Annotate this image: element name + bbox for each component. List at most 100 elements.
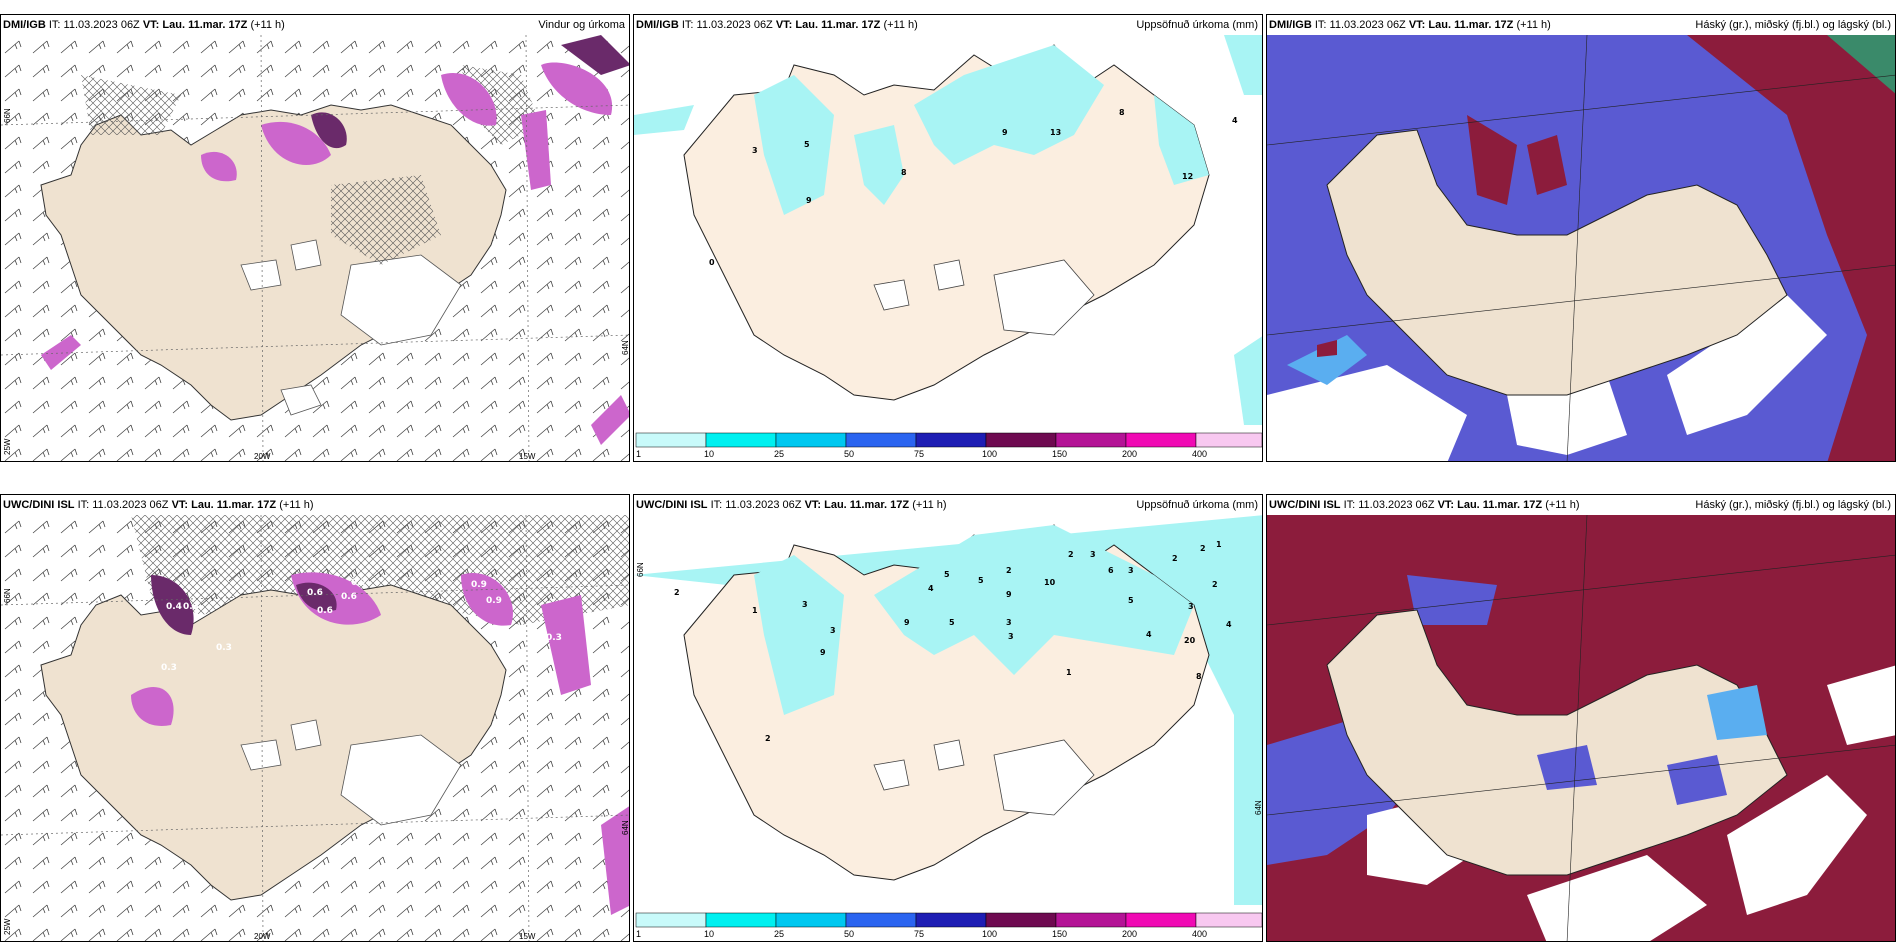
panel-title-bar: DMI/IGB IT: 11.03.2023 06Z VT: Lau. 11.m… xyxy=(1267,15,1895,35)
map-canvas xyxy=(1267,35,1895,461)
value-label: 5 xyxy=(949,618,955,627)
model-name: UWC/DINI ISL xyxy=(3,499,75,511)
lat-label-2: 64N xyxy=(621,820,630,835)
value-label: 4 xyxy=(928,584,934,593)
model-name: DMI/IGB xyxy=(3,19,46,31)
value-label: 1 xyxy=(752,606,758,615)
lon-label-15w: 15W xyxy=(519,932,536,941)
value-label: 0.6 xyxy=(341,592,357,602)
lon-label-15w: 15W xyxy=(519,452,536,461)
colorbar-label: 25 xyxy=(774,929,785,939)
value-label: 5 xyxy=(804,140,810,149)
lat-label: 66N xyxy=(636,562,645,577)
model-name: DMI/IGB xyxy=(1269,19,1312,31)
colorbar-label: 150 xyxy=(1052,929,1068,939)
colorbar-label: 75 xyxy=(914,449,925,459)
value-label: 0.3 xyxy=(216,643,232,653)
map-panel-accum-precip-dmi: DMI/IGB IT: 11.03.2023 06Z VT: Lau. 11.m… xyxy=(633,14,1263,462)
colorbar-label: 400 xyxy=(1192,929,1208,939)
panel-title-bar: UWC/DINI ISL IT: 11.03.2023 06Z VT: Lau.… xyxy=(634,495,1262,515)
lat-label-2: 64N xyxy=(621,340,630,355)
value-label: 0.4 xyxy=(166,602,182,612)
colorbar-swatches xyxy=(635,912,1262,928)
value-label: 12 xyxy=(1182,172,1193,181)
value-label: 9 xyxy=(806,196,812,205)
value-label: 9 xyxy=(1002,128,1008,137)
colorbar-label: 200 xyxy=(1122,449,1138,459)
lon-label-20w: 20W xyxy=(254,452,271,461)
value-label: 0.3 xyxy=(183,602,199,612)
map-canvas xyxy=(1267,515,1895,941)
panel-title-bar: DMI/IGB IT: 11.03.2023 06Z VT: Lau. 11.m… xyxy=(1,15,629,35)
value-label: 5 xyxy=(944,570,950,579)
model-name: UWC/DINI ISL xyxy=(1269,499,1341,511)
map-panel-clouds-dmi: DMI/IGB IT: 11.03.2023 06Z VT: Lau. 11.m… xyxy=(1266,14,1896,462)
value-label: 3 xyxy=(1006,618,1012,627)
colorbar: 1 10 25 50 75 100 150 200 400 xyxy=(634,911,1262,941)
value-label: 5 xyxy=(978,576,984,585)
value-label: 4 xyxy=(1146,630,1152,639)
value-label: 2 xyxy=(1006,566,1012,575)
panel-subtitle: Háský (gr.), miðský (fj.bl.) og lágský (… xyxy=(1695,19,1891,31)
value-label: 2 xyxy=(1200,544,1206,553)
value-label: 0.3 xyxy=(546,633,562,643)
map-canvas: 3 5 9 8 9 13 8 4 12 0 xyxy=(634,35,1262,425)
map-canvas xyxy=(1,35,629,461)
colorbar-label: 10 xyxy=(704,449,715,459)
value-label: 0 xyxy=(709,258,715,267)
value-label: 10 xyxy=(1044,578,1056,587)
map-canvas: 0.4 0.3 0.3 0.6 0.6 0.6 0.7 0.9 0.9 0.3 … xyxy=(1,515,629,941)
value-label: 1 xyxy=(1216,540,1222,549)
panel-subtitle: Uppsöfnuð úrkoma (mm) xyxy=(1136,19,1258,31)
value-label: 0.6 xyxy=(307,588,323,598)
value-label: 0.6 xyxy=(317,606,333,616)
lon-label-left: 25W xyxy=(3,918,12,935)
value-label: 3 xyxy=(1128,566,1134,575)
value-label: 1 xyxy=(1066,668,1072,677)
colorbar-label: 1 xyxy=(636,929,642,939)
lon-label-20w: 20W xyxy=(254,932,271,941)
map-canvas: 2 3 1 9 4 5 5 9 2 10 2 3 6 3 2 2 1 9 5 3… xyxy=(634,515,1262,905)
value-label: 0.7 xyxy=(351,578,367,588)
colorbar-swatches xyxy=(635,432,1262,448)
model-name: UWC/DINI ISL xyxy=(636,499,708,511)
colorbar: 1 10 25 50 75 100 150 200 400 xyxy=(634,431,1262,461)
map-panel-accum-precip-uwc: UWC/DINI ISL IT: 11.03.2023 06Z VT: Lau.… xyxy=(633,494,1263,942)
value-label: 2 xyxy=(1172,554,1178,563)
value-label: 20 xyxy=(1184,636,1196,645)
panel-subtitle: Uppsöfnuð úrkoma (mm) xyxy=(1136,499,1258,511)
colorbar-label: 50 xyxy=(844,929,855,939)
value-label: 8 xyxy=(901,168,907,177)
value-label: 2 xyxy=(1212,580,1218,589)
panel-title-bar: UWC/DINI ISL IT: 11.03.2023 06Z VT: Lau.… xyxy=(1,495,629,515)
value-label: 8 xyxy=(1196,672,1202,681)
model-name: DMI/IGB xyxy=(636,19,679,31)
colorbar-label: 1 xyxy=(636,449,642,459)
lat-label: 66N xyxy=(3,588,12,603)
value-label: 6 xyxy=(1108,566,1114,575)
value-label: 0.3 xyxy=(161,663,177,673)
value-label: 9 xyxy=(1006,590,1012,599)
value-label: 3 xyxy=(752,146,758,155)
value-label: 3 xyxy=(1008,632,1014,641)
colorbar-label: 400 xyxy=(1192,449,1208,459)
panel-subtitle: Vindur og úrkoma xyxy=(538,19,625,31)
colorbar-label: 10 xyxy=(704,929,715,939)
value-label: 13 xyxy=(1050,128,1061,137)
colorbar-label: 75 xyxy=(914,929,925,939)
map-panel-wind-precip-dmi: DMI/IGB IT: 11.03.2023 06Z VT: Lau. 11.m… xyxy=(0,14,630,462)
value-label: 3 xyxy=(1188,602,1194,611)
value-label: 9 xyxy=(820,648,826,657)
panel-title-bar: UWC/DINI ISL IT: 11.03.2023 06Z VT: Lau.… xyxy=(1267,495,1895,515)
value-label: 2 xyxy=(1068,550,1074,559)
value-label: 2 xyxy=(674,588,680,597)
map-panel-clouds-uwc: UWC/DINI ISL IT: 11.03.2023 06Z VT: Lau.… xyxy=(1266,494,1896,942)
value-label: 3 xyxy=(802,600,808,609)
value-label: 3 xyxy=(1090,550,1096,559)
value-label: 4 xyxy=(1232,116,1238,125)
panel-subtitle: Háský (gr.), miðský (fj.bl.) og lágský (… xyxy=(1695,499,1891,511)
value-label: 0.9 xyxy=(471,580,487,590)
lat-label: 66N xyxy=(3,108,12,123)
value-label: 2 xyxy=(765,734,771,743)
value-label: 4 xyxy=(1226,620,1232,629)
